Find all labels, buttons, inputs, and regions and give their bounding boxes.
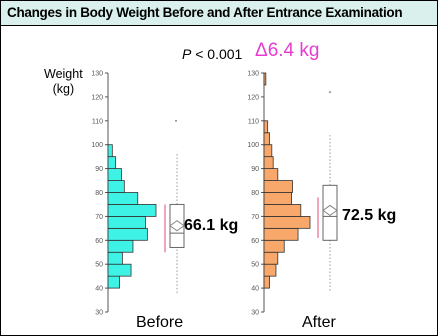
after-histogram-bar: [263, 239, 285, 253]
before-histogram-bar: [107, 251, 123, 265]
after-y-tick-label: 120: [247, 94, 259, 101]
after-histogram-bar: [263, 215, 311, 229]
chart-title: Changes in Body Weight Before and After …: [7, 5, 403, 20]
before-histogram-bar: [107, 192, 139, 205]
before-histogram-bar: [107, 227, 148, 241]
after-histogram-bar: [263, 144, 273, 158]
before-histogram-bar: [107, 215, 146, 229]
before-histogram-bar: [107, 180, 125, 193]
after-histogram-bar: [263, 192, 293, 205]
before-y-tick-label: 60: [95, 238, 103, 245]
before-y-tick-label: 100: [91, 142, 103, 149]
before-histogram-bar: [107, 168, 122, 181]
before-y-tick-label: 130: [91, 71, 103, 78]
before-histogram-bar: [107, 275, 120, 289]
after-outlier-point: [329, 91, 331, 94]
after-histogram-bar: [263, 227, 299, 241]
after-histogram-bar: [263, 72, 267, 86]
after-group-label: After: [302, 314, 336, 331]
p-value-text: < 0.001: [191, 46, 243, 62]
after-histogram-bar: [263, 204, 302, 217]
before-histogram-bar: [107, 239, 134, 253]
after-y-tick-label: 100: [247, 142, 259, 149]
before-y-tick-label: 80: [95, 190, 103, 197]
before-y-tick-label: 90: [95, 166, 103, 173]
before-histogram-bar: [107, 156, 117, 169]
before-y-tick-label: 50: [95, 262, 103, 269]
after-histogram-bar: [263, 168, 279, 181]
before-box: [169, 203, 185, 248]
delta-annotation: Δ6.4 kg: [255, 40, 320, 61]
after-y-tick-label: 30: [251, 310, 259, 317]
before-histogram-bar: [107, 263, 132, 277]
before-group-label: Before: [136, 314, 184, 331]
after-y-tick-label: 60: [251, 238, 259, 245]
after-y-tick-label: 40: [251, 286, 259, 293]
before-y-tick-label: 110: [92, 118, 103, 125]
before-y-tick-label: 40: [95, 286, 103, 293]
title-bar: Changes in Body Weight Before and After …: [1, 1, 437, 26]
after-mean-label: 72.5 kg: [342, 207, 397, 224]
before-y-tick-label: 120: [91, 94, 103, 101]
p-value-annotation: P < 0.001: [182, 46, 242, 62]
before-mean-diamond: [169, 220, 185, 232]
after-histogram-bar: [263, 132, 270, 146]
p-symbol: P: [182, 46, 192, 62]
after-y-tick-label: 130: [247, 71, 259, 78]
after-y-tick-label: 80: [251, 190, 259, 197]
before-outlier-point: [175, 119, 177, 122]
after-y-tick-label: 110: [248, 118, 259, 125]
before-histogram-bar: [107, 144, 113, 158]
y-axis-label: Weight (kg): [44, 67, 83, 97]
before-y-tick-label: 30: [95, 310, 103, 317]
after-y-tick-label: 70: [251, 214, 259, 221]
after-y-tick-label: 50: [251, 262, 259, 269]
before-mean-label: 66.1 kg: [184, 217, 239, 234]
y-axis-label-line1: Weight: [44, 67, 83, 81]
before-histogram-bar: [107, 204, 157, 217]
after-histogram-bar: [263, 156, 274, 169]
before-y-tick-label: 70: [95, 214, 103, 221]
after-histogram-bar: [263, 251, 279, 265]
after-box: [322, 184, 338, 241]
after-mean-diamond: [322, 204, 338, 217]
after-histogram-bar: [263, 120, 269, 134]
after-histogram-bar: [263, 180, 293, 193]
after-histogram-bar: [263, 263, 277, 277]
after-histogram-bar: [263, 275, 270, 289]
y-axis-label-line2: (kg): [52, 82, 75, 96]
after-y-tick-label: 90: [251, 166, 259, 173]
